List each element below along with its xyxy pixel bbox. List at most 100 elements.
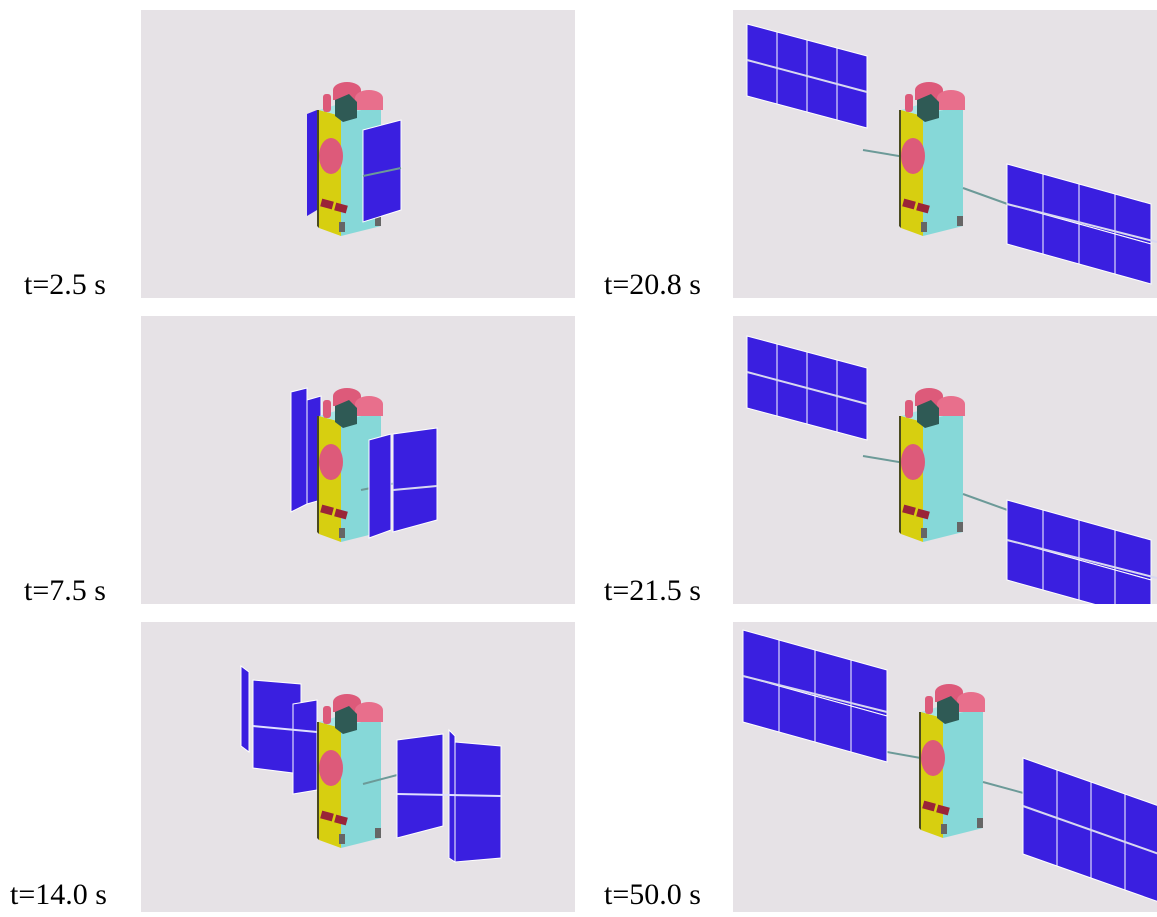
tank	[355, 710, 383, 722]
bus-edge	[317, 722, 319, 840]
bus-edge	[919, 712, 921, 830]
bus-edge	[899, 110, 901, 228]
thruster-pod	[905, 400, 913, 418]
boom	[396, 793, 502, 797]
equipment-box	[917, 94, 939, 122]
time-label: t=21.5 s	[604, 574, 701, 607]
solar-panel	[396, 733, 444, 839]
time-label: t=7.5 s	[24, 574, 106, 607]
boom	[252, 725, 318, 733]
boom	[1022, 805, 1157, 855]
boom	[746, 59, 868, 93]
thruster	[936, 804, 950, 816]
boom	[362, 773, 402, 785]
satellite-view	[733, 316, 1157, 604]
thruster	[902, 198, 916, 210]
bracket	[375, 828, 381, 838]
solar-panel	[814, 695, 852, 753]
scene-canvas	[141, 622, 575, 912]
thruster	[916, 508, 930, 520]
time-label: t=20.8 s	[604, 268, 701, 301]
bus-front-face	[341, 716, 381, 848]
antenna-dish	[901, 444, 925, 480]
boom	[362, 167, 402, 177]
thruster	[320, 198, 334, 210]
solar-panel	[1078, 559, 1116, 604]
equipment-box	[335, 400, 357, 428]
satellite-view	[141, 622, 575, 912]
bracket	[957, 522, 963, 532]
solar-panel	[454, 741, 502, 863]
satellite	[746, 23, 1157, 285]
solar-panel	[1124, 793, 1157, 854]
antenna-dish	[319, 138, 343, 174]
thruster	[334, 202, 348, 214]
boom	[1006, 539, 1157, 579]
satellite-view	[141, 10, 575, 298]
bus-front-face	[923, 104, 963, 236]
bracket	[921, 222, 927, 232]
solar-panel	[850, 705, 888, 763]
scene-canvas	[141, 10, 575, 298]
bracket	[339, 528, 345, 538]
thruster	[916, 202, 930, 214]
tank	[937, 98, 965, 110]
equipment-box	[335, 706, 357, 734]
time-label: t=2.5 s	[24, 268, 106, 301]
bus-edge	[317, 416, 319, 534]
satellite	[742, 629, 1157, 902]
time-label: t=14.0 s	[10, 878, 107, 911]
antenna-dish	[319, 444, 343, 480]
thruster-pod	[925, 696, 933, 714]
thruster-pod	[323, 706, 331, 724]
solar-panel-folded	[307, 110, 317, 216]
tank	[957, 700, 985, 712]
thruster	[334, 508, 348, 520]
bracket	[957, 216, 963, 226]
thruster	[922, 800, 936, 812]
satellite	[240, 665, 502, 863]
thruster-pod	[323, 94, 331, 112]
satellite-view	[733, 10, 1157, 298]
tank	[355, 98, 383, 110]
boom	[746, 371, 868, 405]
antenna-dish	[921, 740, 945, 776]
thruster	[334, 814, 348, 826]
solar-panel	[292, 699, 318, 795]
equipment-box	[917, 400, 939, 428]
solar-panel	[1114, 569, 1152, 604]
satellite	[746, 335, 1157, 604]
antenna-dish	[319, 750, 343, 786]
bracket	[339, 834, 345, 844]
equipment-box	[335, 94, 357, 122]
bus-front-face	[923, 410, 963, 542]
solar-panel	[290, 387, 308, 513]
scene-canvas	[141, 316, 575, 604]
bracket	[977, 818, 983, 828]
bracket	[339, 222, 345, 232]
thruster	[902, 504, 916, 516]
thruster-pod	[323, 400, 331, 418]
antenna-dish	[901, 138, 925, 174]
satellite-view	[141, 316, 575, 604]
tank	[937, 404, 965, 416]
bus-front-face	[943, 706, 983, 838]
equipment-box	[937, 696, 959, 724]
boom	[982, 781, 1028, 795]
solar-panel	[392, 427, 438, 533]
tank	[355, 404, 383, 416]
scene-canvas	[733, 10, 1157, 298]
solar-panel	[778, 685, 816, 743]
thruster	[320, 504, 334, 516]
time-label: t=50.0 s	[604, 878, 701, 911]
scene-canvas	[733, 622, 1157, 912]
boom	[962, 493, 1014, 513]
satellite	[307, 82, 402, 236]
boom	[742, 675, 888, 713]
bracket	[921, 528, 927, 538]
solar-panel	[368, 433, 392, 539]
thruster	[320, 810, 334, 822]
bracket	[941, 824, 947, 834]
satellite-view	[733, 622, 1157, 912]
satellite	[290, 387, 438, 542]
